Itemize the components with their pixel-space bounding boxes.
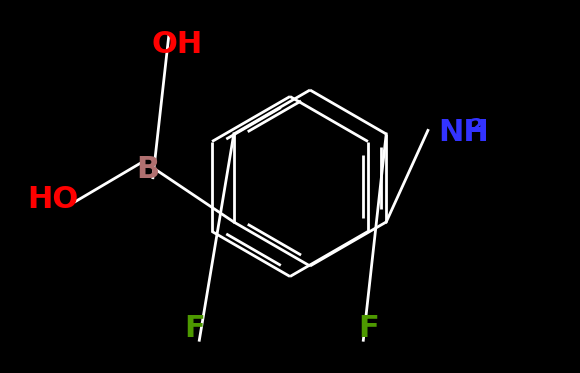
Text: 2: 2 bbox=[470, 117, 484, 136]
Text: F: F bbox=[358, 314, 379, 343]
Text: OH: OH bbox=[151, 30, 202, 59]
Text: NH: NH bbox=[438, 118, 488, 147]
Text: HO: HO bbox=[28, 185, 79, 214]
Text: F: F bbox=[184, 314, 205, 343]
Text: B: B bbox=[136, 155, 160, 184]
